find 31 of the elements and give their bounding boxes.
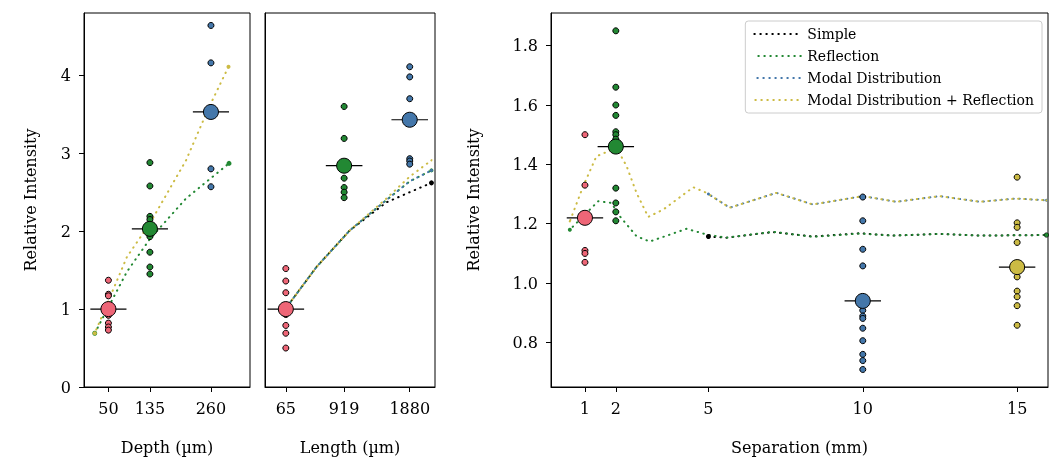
x-tick-label: 50 <box>98 398 119 418</box>
x-tick-label: 135 <box>134 398 166 418</box>
x-axis-title: Depth (µm) <box>120 437 214 457</box>
legend-label: Modal Distribution <box>807 70 942 86</box>
y-tick-label: 1 <box>60 299 71 319</box>
x-axis-title: Separation (mm) <box>731 437 868 457</box>
y-tick-label: 0 <box>60 377 71 397</box>
x-tick-label: 10 <box>852 398 873 418</box>
y-axis-title: Relative Intensity <box>463 128 483 272</box>
legend-label: Modal Distribution + Reflection <box>807 92 1035 108</box>
x-tick-label: 15 <box>1006 398 1028 418</box>
x-tick-label: 2 <box>610 398 621 418</box>
x-tick-label: 1 <box>579 398 591 418</box>
y-tick-label: 1.8 <box>512 36 538 56</box>
y-axis-title: Relative Intensity <box>20 128 40 272</box>
x-tick-label: 5 <box>703 398 714 418</box>
y-tick-label: 4 <box>60 65 71 85</box>
x-tick-label: 260 <box>195 398 227 418</box>
y-tick-label: 1.4 <box>512 154 538 174</box>
y-tick-label: 1.0 <box>512 273 538 293</box>
y-tick-label: 1.6 <box>512 95 538 115</box>
legend-label: Simple <box>807 26 857 42</box>
x-tick-label: 1880 <box>389 398 431 418</box>
y-tick-label: 3 <box>60 143 71 163</box>
y-tick-label: 2 <box>60 221 71 241</box>
legend-label: Reflection <box>807 48 880 64</box>
y-tick-label: 0.8 <box>512 332 538 352</box>
y-tick-label: 1.2 <box>512 214 538 234</box>
x-tick-label: 919 <box>328 398 360 418</box>
x-tick-label: 65 <box>275 398 296 418</box>
x-axis-title: Length (µm) <box>299 437 401 457</box>
